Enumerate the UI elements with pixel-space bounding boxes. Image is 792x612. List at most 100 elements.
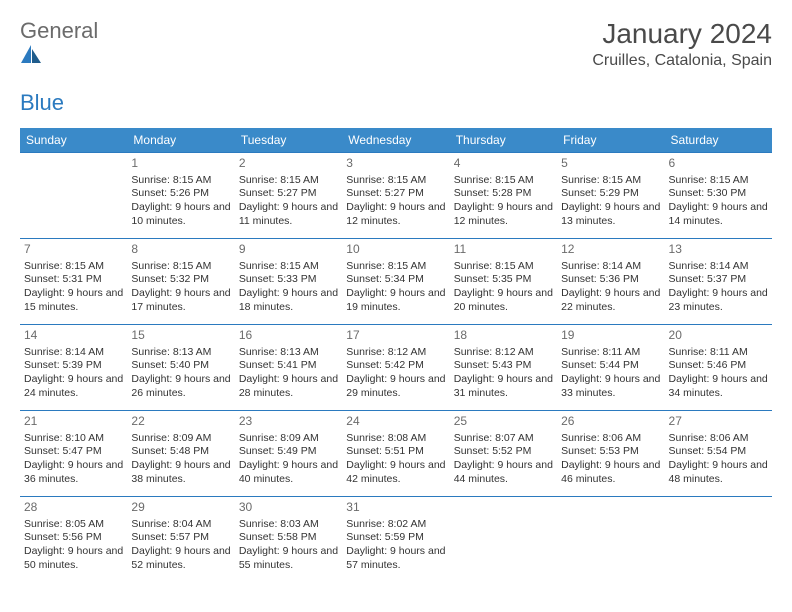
calendar-cell: 17Sunrise: 8:12 AMSunset: 5:42 PMDayligh… (342, 325, 449, 411)
sunset-line: Sunset: 5:54 PM (669, 445, 768, 459)
calendar-week: 14Sunrise: 8:14 AMSunset: 5:39 PMDayligh… (20, 325, 772, 411)
calendar-head: SundayMondayTuesdayWednesdayThursdayFrid… (20, 128, 772, 153)
day-number: 16 (239, 328, 338, 344)
calendar-cell: 29Sunrise: 8:04 AMSunset: 5:57 PMDayligh… (127, 497, 234, 583)
day-number: 25 (454, 414, 553, 430)
sunrise-line: Sunrise: 8:10 AM (24, 432, 123, 446)
daylight-line: Daylight: 9 hours and 36 minutes. (24, 459, 123, 486)
sunrise-line: Sunrise: 8:12 AM (346, 346, 445, 360)
calendar-cell: 8Sunrise: 8:15 AMSunset: 5:32 PMDaylight… (127, 239, 234, 325)
calendar-week: 28Sunrise: 8:05 AMSunset: 5:56 PMDayligh… (20, 497, 772, 583)
sunrise-line: Sunrise: 8:08 AM (346, 432, 445, 446)
calendar-cell: 7 Sunrise: 8:15 AMSunset: 5:31 PMDaylight… (20, 239, 127, 325)
daylight-line: Daylight: 9 hours and 11 minutes. (239, 201, 338, 228)
sunset-line: Sunset: 5:39 PM (24, 359, 123, 373)
sunrise-line: Sunrise: 8:14 AM (24, 346, 123, 360)
sunset-line: Sunset: 5:43 PM (454, 359, 553, 373)
daylight-line: Daylight: 9 hours and 42 minutes. (346, 459, 445, 486)
day-number: 14 (24, 328, 123, 344)
day-number: 10 (346, 242, 445, 258)
calendar-cell: 16Sunrise: 8:13 AMSunset: 5:41 PMDayligh… (235, 325, 342, 411)
sunset-line: Sunset: 5:56 PM (24, 531, 123, 545)
sunset-line: Sunset: 5:27 PM (239, 187, 338, 201)
sunset-line: Sunset: 5:47 PM (24, 445, 123, 459)
calendar-cell: 31Sunrise: 8:02 AMSunset: 5:59 PMDayligh… (342, 497, 449, 583)
sunset-line: Sunset: 5:30 PM (669, 187, 768, 201)
sunrise-line: Sunrise: 8:13 AM (131, 346, 230, 360)
sunrise-line: Sunrise: 8:07 AM (454, 432, 553, 446)
calendar-cell: 20Sunrise: 8:11 AMSunset: 5:46 PMDayligh… (665, 325, 772, 411)
day-number: 18 (454, 328, 553, 344)
sunset-line: Sunset: 5:31 PM (24, 273, 123, 287)
day-number: 13 (669, 242, 768, 258)
day-number: 12 (561, 242, 660, 258)
calendar-cell (450, 497, 557, 583)
sunset-line: Sunset: 5:42 PM (346, 359, 445, 373)
day-header: Monday (127, 128, 234, 153)
logo-text: General Blue (20, 18, 98, 116)
sunset-line: Sunset: 5:58 PM (239, 531, 338, 545)
sunrise-line: Sunrise: 8:06 AM (669, 432, 768, 446)
calendar-cell: 24Sunrise: 8:08 AMSunset: 5:51 PMDayligh… (342, 411, 449, 497)
day-header: Wednesday (342, 128, 449, 153)
day-number: 1 (131, 156, 230, 172)
sunset-line: Sunset: 5:29 PM (561, 187, 660, 201)
day-number: 29 (131, 500, 230, 516)
sunrise-line: Sunrise: 8:15 AM (24, 260, 123, 274)
day-number: 2 (239, 156, 338, 172)
day-number: 15 (131, 328, 230, 344)
sunset-line: Sunset: 5:59 PM (346, 531, 445, 545)
day-number: 22 (131, 414, 230, 430)
daylight-line: Daylight: 9 hours and 14 minutes. (669, 201, 768, 228)
calendar-cell: 5Sunrise: 8:15 AMSunset: 5:29 PMDaylight… (557, 153, 664, 239)
sunrise-line: Sunrise: 8:11 AM (669, 346, 768, 360)
daylight-line: Daylight: 9 hours and 46 minutes. (561, 459, 660, 486)
sunrise-line: Sunrise: 8:15 AM (131, 260, 230, 274)
day-number: 7 (24, 242, 123, 258)
day-number: 6 (669, 156, 768, 172)
calendar-cell: 9Sunrise: 8:15 AMSunset: 5:33 PMDaylight… (235, 239, 342, 325)
sunset-line: Sunset: 5:36 PM (561, 273, 660, 287)
calendar-cell: 12Sunrise: 8:14 AMSunset: 5:36 PMDayligh… (557, 239, 664, 325)
calendar-week: 21Sunrise: 8:10 AMSunset: 5:47 PMDayligh… (20, 411, 772, 497)
header: General Blue January 2024 Cruilles, Cata… (20, 18, 772, 116)
calendar-cell: 21 Sunrise: 8:10 AMSunset: 5:47 PMDayligh… (20, 411, 127, 497)
day-number: 27 (669, 414, 768, 430)
location: Cruilles, Catalonia, Spain (592, 52, 772, 70)
day-number: 11 (454, 242, 553, 258)
sunset-line: Sunset: 5:48 PM (131, 445, 230, 459)
day-header: Thursday (450, 128, 557, 153)
day-number: 21 (24, 414, 123, 430)
calendar-cell: 18Sunrise: 8:12 AMSunset: 5:43 PMDayligh… (450, 325, 557, 411)
sunrise-line: Sunrise: 8:15 AM (669, 174, 768, 188)
sunset-line: Sunset: 5:28 PM (454, 187, 553, 201)
calendar-cell: 28Sunrise: 8:05 AMSunset: 5:56 PMDayligh… (20, 497, 127, 583)
day-number: 4 (454, 156, 553, 172)
daylight-line: Daylight: 9 hours and 20 minutes. (454, 287, 553, 314)
sunset-line: Sunset: 5:44 PM (561, 359, 660, 373)
sunrise-line: Sunrise: 8:02 AM (346, 518, 445, 532)
sunset-line: Sunset: 5:41 PM (239, 359, 338, 373)
daylight-line: Daylight: 9 hours and 15 minutes. (24, 287, 123, 314)
calendar-cell: 22Sunrise: 8:09 AMSunset: 5:48 PMDayligh… (127, 411, 234, 497)
sunset-line: Sunset: 5:46 PM (669, 359, 768, 373)
daylight-line: Daylight: 9 hours and 38 minutes. (131, 459, 230, 486)
sunset-line: Sunset: 5:52 PM (454, 445, 553, 459)
daylight-line: Daylight: 9 hours and 19 minutes. (346, 287, 445, 314)
calendar-week: 7Sunrise: 8:15 AMSunset: 5:31 PMDaylight… (20, 239, 772, 325)
calendar-cell: 10Sunrise: 8:15 AMSunset: 5:34 PMDayligh… (342, 239, 449, 325)
calendar-cell (557, 497, 664, 583)
sunset-line: Sunset: 5:40 PM (131, 359, 230, 373)
day-number: 3 (346, 156, 445, 172)
day-number: 8 (131, 242, 230, 258)
daylight-line: Daylight: 9 hours and 12 minutes. (346, 201, 445, 228)
sunrise-line: Sunrise: 8:12 AM (454, 346, 553, 360)
day-header: Tuesday (235, 128, 342, 153)
daylight-line: Daylight: 9 hours and 48 minutes. (669, 459, 768, 486)
day-number: 9 (239, 242, 338, 258)
daylight-line: Daylight: 9 hours and 17 minutes. (131, 287, 230, 314)
logo-word-1: General (20, 18, 98, 43)
daylight-line: Daylight: 9 hours and 10 minutes. (131, 201, 230, 228)
calendar-cell: 3Sunrise: 8:15 AMSunset: 5:27 PMDaylight… (342, 153, 449, 239)
sunrise-line: Sunrise: 8:14 AM (561, 260, 660, 274)
